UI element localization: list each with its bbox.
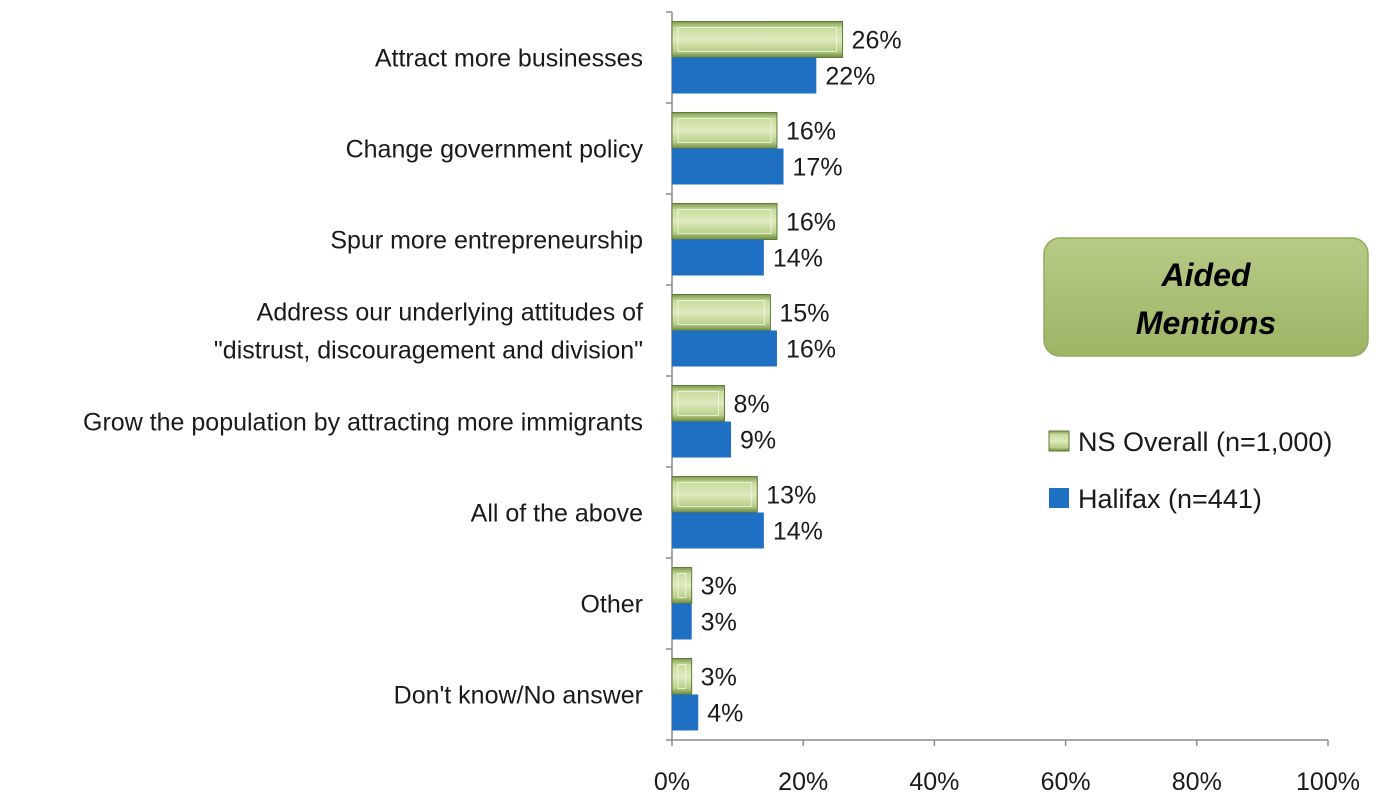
bar-halifax — [672, 512, 764, 549]
category-label: Change government policy — [346, 136, 644, 164]
legend-swatch-halifax — [1049, 488, 1069, 508]
x-tick-label: 100% — [1296, 768, 1360, 796]
category-label: Don't know/No answer — [394, 682, 643, 710]
value-label-halifax: 3% — [701, 609, 737, 637]
value-label-ns-overall: 15% — [779, 300, 829, 328]
category-label: Other — [580, 591, 643, 619]
bar-ns-overall-bevel — [677, 482, 752, 507]
x-tick-label: 40% — [909, 768, 959, 796]
bar-halifax — [672, 57, 817, 94]
callout-line-2: Mentions — [1136, 305, 1276, 341]
bar-halifax — [672, 694, 699, 731]
bar-ns-overall-bevel — [677, 664, 687, 689]
legend-label-halifax: Halifax (n=441) — [1078, 484, 1262, 514]
value-label-ns-overall: 8% — [733, 391, 769, 419]
value-label-halifax: 14% — [773, 518, 823, 546]
x-tick-label: 60% — [1041, 768, 1091, 796]
bar-ns-overall — [671, 658, 693, 695]
bar-halifax — [672, 330, 777, 367]
value-label-ns-overall: 16% — [786, 209, 836, 237]
value-label-halifax: 17% — [793, 154, 843, 182]
bar-ns-overall — [671, 385, 725, 422]
bar-ns-overall — [671, 567, 693, 604]
value-label-halifax: 14% — [773, 245, 823, 273]
bar-ns-overall-bevel — [677, 300, 765, 325]
bar-halifax — [672, 421, 732, 458]
value-label-halifax: 16% — [786, 336, 836, 364]
bar-ns-overall-bevel — [677, 118, 772, 143]
bar-ns-overall — [671, 476, 758, 513]
value-label-ns-overall: 26% — [852, 27, 902, 55]
legend-label-ns-overall: NS Overall (n=1,000) — [1078, 427, 1332, 457]
value-label-halifax: 4% — [707, 700, 743, 728]
category-label: Address our underlying attitudes of — [257, 299, 643, 327]
x-tick-label: 0% — [654, 768, 690, 796]
value-label-ns-overall: 3% — [701, 573, 737, 601]
x-tick-label: 20% — [778, 768, 828, 796]
legend: NS Overall (n=1,000) Halifax (n=441) — [1048, 427, 1332, 514]
x-tick-label: 80% — [1172, 768, 1222, 796]
callout-box: Aided Mentions — [1043, 237, 1369, 357]
category-label: "distrust, discouragement and division" — [214, 337, 643, 365]
category-label: Spur more entrepreneurship — [330, 227, 643, 255]
bar-ns-overall-bevel — [677, 209, 772, 234]
bar-halifax — [672, 239, 764, 276]
bar-ns-overall — [671, 21, 844, 58]
value-label-ns-overall: 3% — [701, 664, 737, 692]
bar-ns-overall-bevel — [677, 27, 838, 52]
value-label-halifax: 22% — [825, 63, 875, 91]
value-label-ns-overall: 13% — [766, 482, 816, 510]
bar-halifax — [672, 603, 692, 640]
bar-halifax — [672, 148, 784, 185]
bar-ns-overall — [671, 112, 778, 149]
bar-ns-overall-bevel — [677, 391, 719, 416]
category-label: Grow the population by attracting more i… — [83, 409, 643, 437]
category-label: All of the above — [471, 500, 643, 528]
value-label-ns-overall: 16% — [786, 118, 836, 146]
bar-ns-overall — [671, 294, 771, 331]
callout-line-1: Aided — [1161, 257, 1252, 293]
bar-ns-overall-bevel — [677, 573, 687, 598]
category-label: Attract more businesses — [375, 45, 643, 73]
value-label-halifax: 9% — [740, 427, 776, 455]
bar-ns-overall — [671, 203, 778, 240]
legend-swatch-ns-overall — [1048, 430, 1070, 452]
callout-background — [1043, 237, 1369, 357]
